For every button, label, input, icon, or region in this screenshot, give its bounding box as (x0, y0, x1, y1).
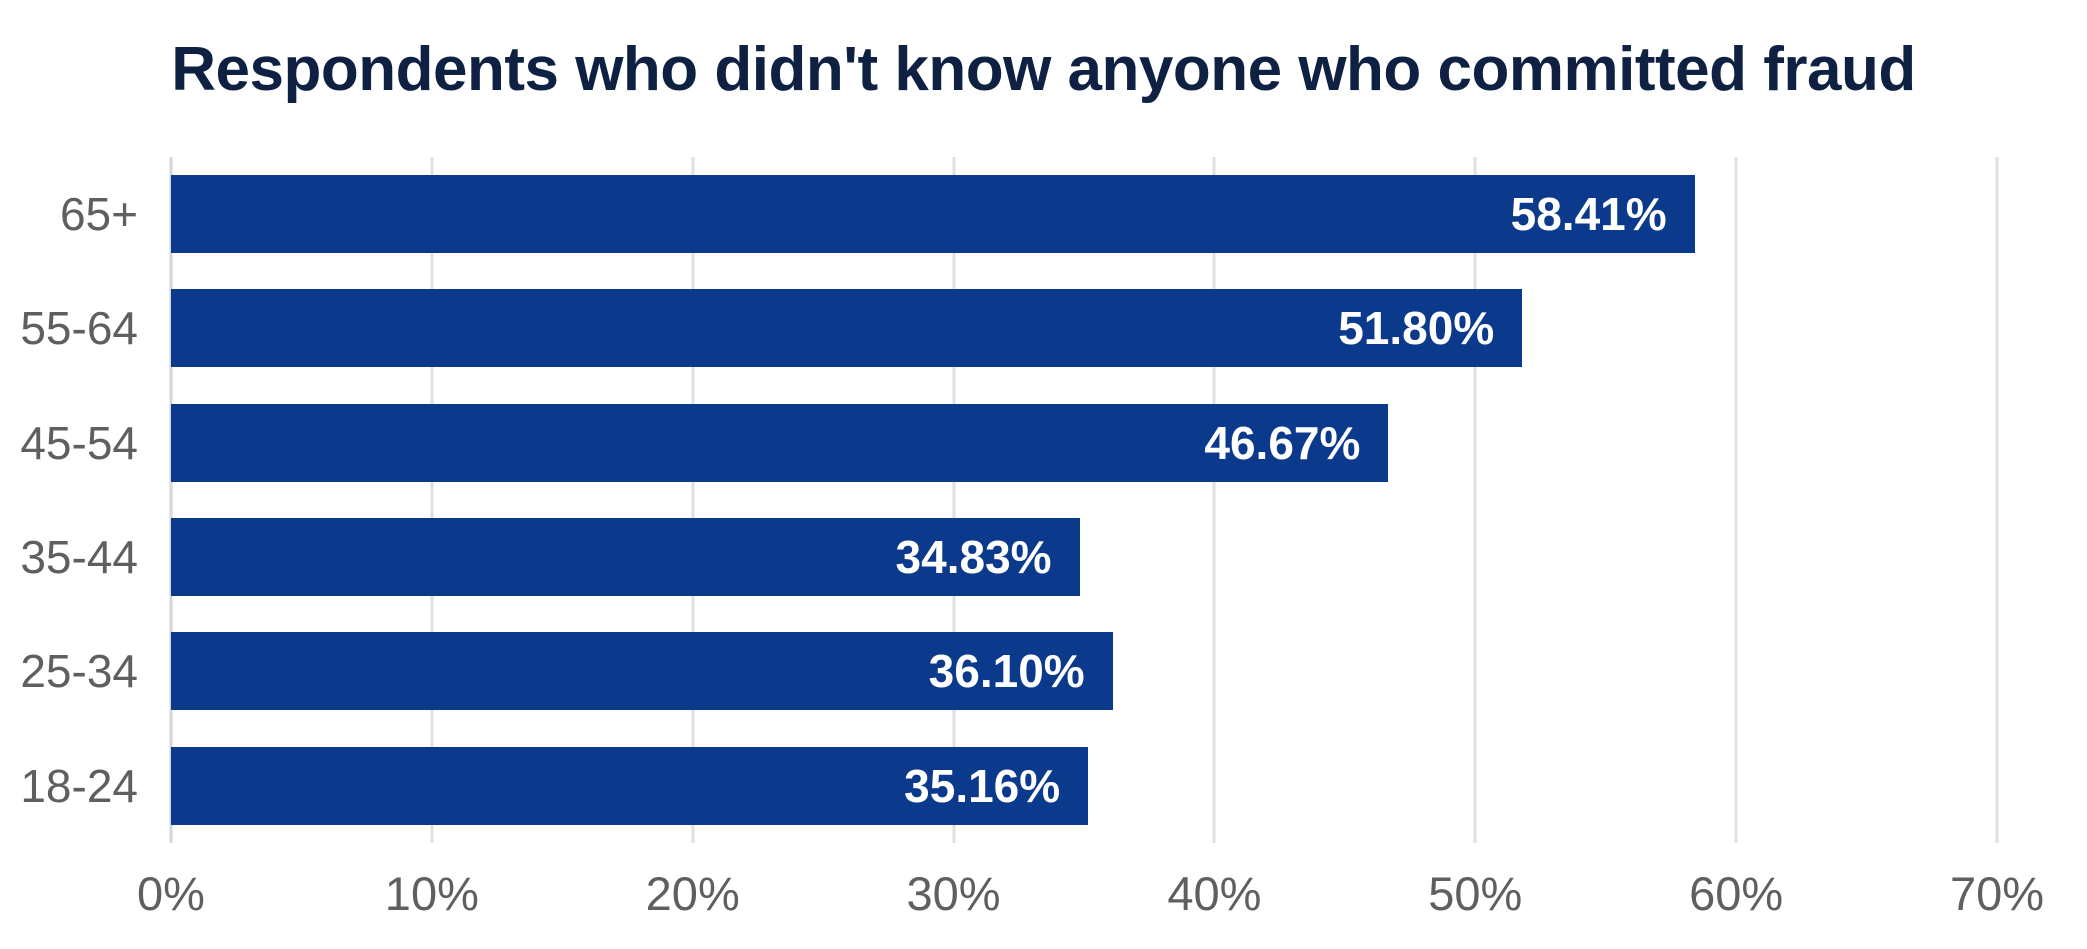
chart-title: Respondents who didn't know anyone who c… (171, 35, 1916, 104)
gridline (1473, 157, 1477, 843)
category-label: 65+ (59, 188, 138, 241)
bar-row: 58.41% (171, 157, 1997, 271)
x-tick-label: 10% (384, 867, 479, 920)
x-tick-label: 40% (1167, 867, 1262, 920)
x-tick-label: 20% (645, 867, 740, 920)
bar-rows: 58.41% 51.80% 46.67% 34.83% 36.10% 35.16% (171, 157, 1997, 843)
category-label: 35-44 (20, 531, 138, 584)
bar-row: 35.16% (171, 729, 1997, 843)
gridline (952, 157, 956, 843)
gridline (691, 157, 695, 843)
bar-row: 36.10% (171, 614, 1997, 728)
y-axis-category-labels: 65+ 55-64 45-54 35-44 25-34 18-24 (0, 157, 138, 843)
gridline (1212, 157, 1216, 843)
bar: 35.16% (171, 746, 1089, 825)
x-tick-label: 70% (1949, 867, 2045, 920)
y-axis-line (169, 157, 173, 843)
gridline (1995, 157, 1999, 843)
bar-row: 34.83% (171, 500, 1997, 614)
bar: 34.83% (171, 518, 1080, 597)
bar: 51.80% (171, 289, 1523, 368)
category-label: 25-34 (20, 645, 138, 698)
category-label: 18-24 (20, 759, 138, 812)
x-axis-tick-labels: 0% 10% 20% 30% 40% 50% 60% 70% (137, 866, 2044, 926)
category-label: 55-64 (20, 302, 138, 355)
gridline (430, 157, 434, 843)
x-tick-label: 0% (137, 867, 205, 920)
bar: 36.10% (171, 632, 1113, 711)
bar-value-label: 51.80% (1338, 302, 1495, 355)
bar-value-label: 46.67% (1204, 416, 1361, 469)
bar-value-label: 36.10% (928, 645, 1085, 698)
gridline (1734, 157, 1738, 843)
plot-area: 58.41% 51.80% 46.67% 34.83% 36.10% 35.16% (169, 157, 1999, 843)
x-tick-label: 60% (1689, 867, 1784, 920)
x-tick-label: 50% (1428, 867, 1523, 920)
x-tick-label: 30% (906, 867, 1001, 920)
bar: 58.41% (171, 175, 1695, 254)
bar-row: 46.67% (171, 386, 1997, 500)
bar-value-label: 35.16% (904, 759, 1061, 812)
category-label: 45-54 (20, 416, 138, 469)
bar-value-label: 34.83% (895, 531, 1052, 584)
bar-row: 51.80% (171, 271, 1997, 385)
bar: 46.67% (171, 403, 1389, 482)
bar-value-label: 58.41% (1510, 188, 1667, 241)
